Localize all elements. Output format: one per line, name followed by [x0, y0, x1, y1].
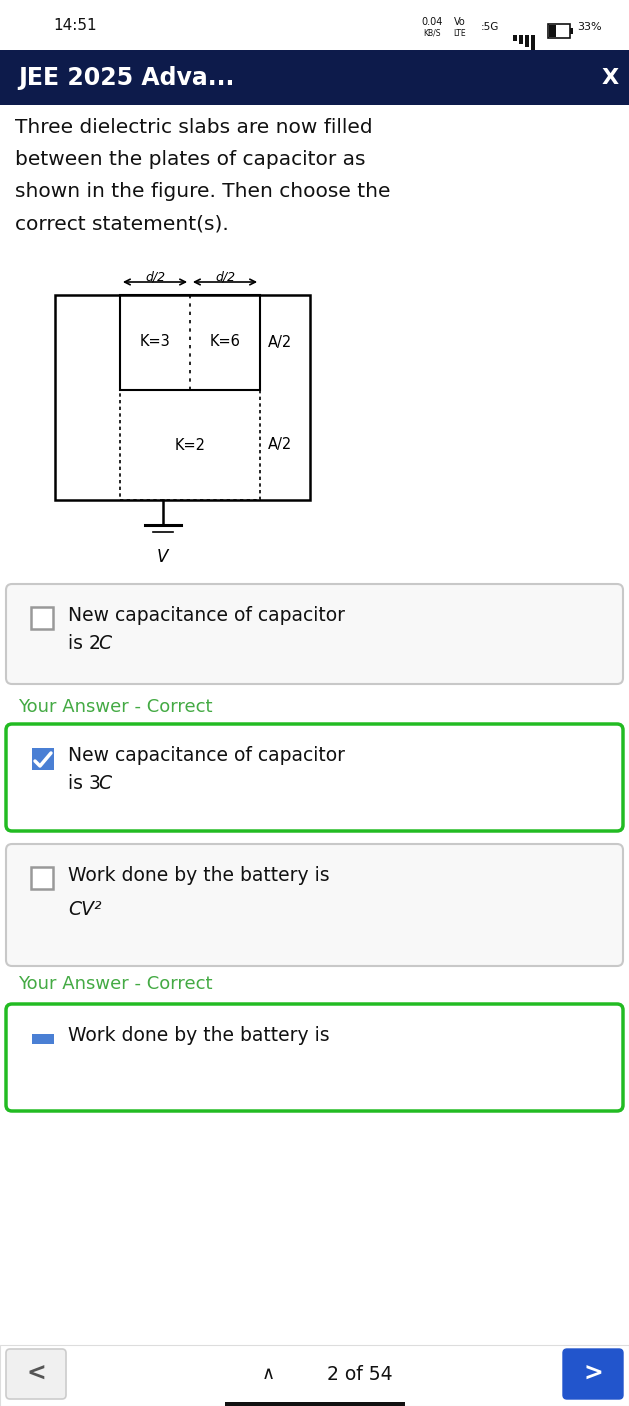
Bar — [519, 35, 523, 44]
Text: Work done by the battery is: Work done by the battery is — [68, 1026, 330, 1045]
Text: d/2: d/2 — [215, 270, 235, 283]
Text: >: > — [583, 1362, 603, 1386]
Text: Your Answer - Correct: Your Answer - Correct — [18, 697, 213, 716]
FancyBboxPatch shape — [6, 844, 623, 966]
Text: ∧: ∧ — [262, 1365, 275, 1384]
Text: <: < — [26, 1362, 46, 1386]
Text: shown in the figure. Then choose the: shown in the figure. Then choose the — [15, 181, 391, 201]
Text: CV²: CV² — [68, 900, 101, 920]
Text: 0.04: 0.04 — [421, 17, 443, 27]
Bar — [32, 1033, 54, 1045]
Text: New capacitance of capacitor: New capacitance of capacitor — [68, 747, 345, 765]
Text: C: C — [98, 634, 111, 652]
Bar — [531, 35, 535, 51]
Text: d/2: d/2 — [145, 270, 165, 283]
Text: JEE 2025 Adva...: JEE 2025 Adva... — [18, 66, 235, 90]
Text: X: X — [601, 67, 618, 89]
Bar — [120, 389, 260, 501]
FancyBboxPatch shape — [6, 1004, 623, 1111]
Text: LTE: LTE — [454, 28, 466, 38]
Bar — [525, 35, 529, 46]
Bar — [225, 1402, 405, 1406]
Text: K=3: K=3 — [140, 335, 170, 350]
Bar — [513, 35, 517, 41]
FancyBboxPatch shape — [31, 607, 53, 628]
Text: Vo: Vo — [454, 17, 466, 27]
Text: C: C — [98, 773, 111, 793]
Text: Your Answer - Correct: Your Answer - Correct — [18, 974, 213, 993]
Text: K=2: K=2 — [174, 437, 206, 453]
Text: is 3: is 3 — [68, 773, 101, 793]
FancyBboxPatch shape — [563, 1348, 623, 1399]
Bar — [570, 28, 573, 34]
Text: A/2: A/2 — [268, 437, 292, 453]
Text: is 2: is 2 — [68, 634, 101, 652]
Text: V: V — [157, 548, 168, 567]
Text: 2 of 54: 2 of 54 — [327, 1364, 393, 1384]
Text: K=6: K=6 — [209, 335, 240, 350]
Text: :5G: :5G — [481, 22, 499, 32]
FancyBboxPatch shape — [31, 868, 53, 889]
Text: Three dielectric slabs are now filled: Three dielectric slabs are now filled — [15, 118, 372, 136]
FancyBboxPatch shape — [6, 583, 623, 683]
Text: correct statement(s).: correct statement(s). — [15, 214, 229, 233]
Text: A/2: A/2 — [268, 335, 292, 350]
Bar — [549, 25, 556, 37]
Bar — [32, 748, 54, 770]
FancyBboxPatch shape — [6, 1348, 66, 1399]
Text: KB/S: KB/S — [423, 28, 441, 38]
Text: 14:51: 14:51 — [53, 17, 97, 32]
Bar — [120, 295, 260, 389]
FancyBboxPatch shape — [6, 724, 623, 831]
Text: 33%: 33% — [577, 22, 603, 32]
Text: New capacitance of capacitor: New capacitance of capacitor — [68, 606, 345, 626]
Bar — [0, 51, 629, 105]
Bar — [0, 1346, 629, 1406]
Bar — [55, 295, 310, 501]
Text: Work done by the battery is: Work done by the battery is — [68, 866, 330, 884]
Text: between the plates of capacitor as: between the plates of capacitor as — [15, 150, 365, 169]
